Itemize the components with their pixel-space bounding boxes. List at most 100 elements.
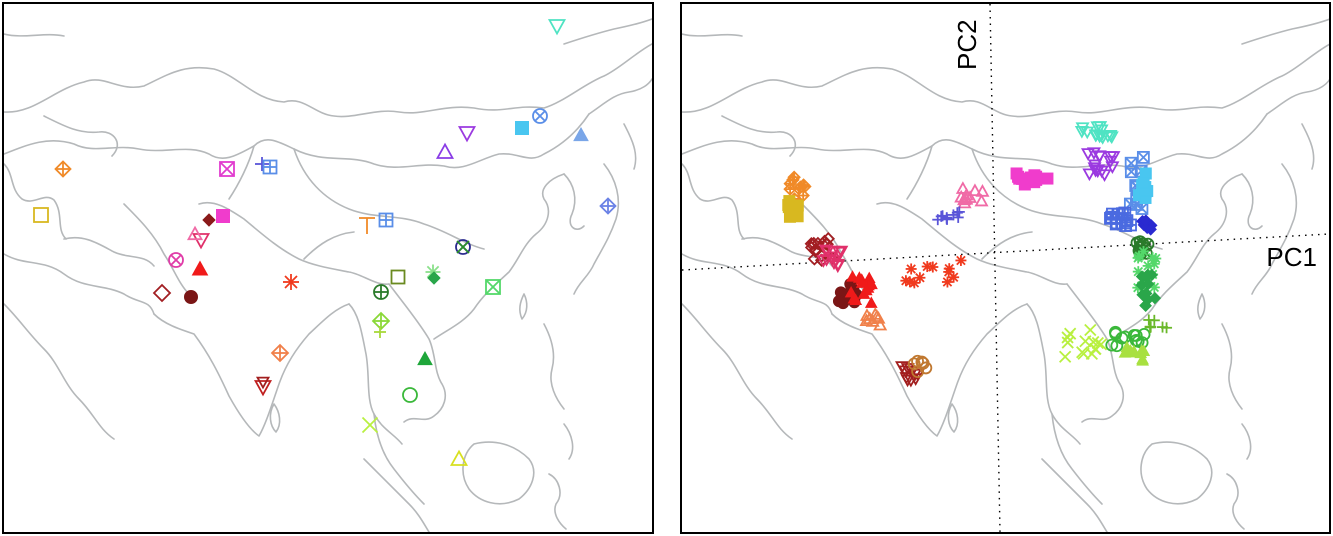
marker-triangle-filled <box>191 260 209 276</box>
coastline <box>373 413 425 505</box>
marker-triangle <box>873 317 888 331</box>
marker-diamond-filled <box>1139 214 1153 227</box>
pc2-axis-label: PC2 <box>952 19 982 70</box>
marker-triangle-down <box>253 380 273 397</box>
coastline <box>623 123 637 170</box>
marker-triangle-down <box>1093 121 1108 134</box>
coastline <box>1066 283 1124 423</box>
marker-triangle <box>959 191 974 205</box>
coastline <box>573 163 620 295</box>
marker-square-x <box>219 161 235 177</box>
marker-triangle-down <box>900 374 915 388</box>
marker-triangle-filled <box>417 350 433 366</box>
marker-x <box>1064 327 1077 340</box>
marker-triangle-down <box>1092 150 1107 164</box>
coastline <box>563 173 585 230</box>
marker-triangle <box>975 184 990 197</box>
marker-triangle <box>974 193 989 207</box>
coastline <box>462 441 535 505</box>
coastline <box>682 33 743 37</box>
coastline <box>293 148 485 250</box>
coastline <box>4 163 67 240</box>
coastline <box>348 303 403 445</box>
marker-triangle-filled <box>847 292 861 304</box>
marker-circle-filled <box>832 295 845 308</box>
coastline <box>1301 123 1315 170</box>
coastline <box>4 253 155 315</box>
marker-square-filled <box>1137 176 1150 189</box>
marker-star <box>941 276 953 288</box>
coastline <box>198 201 390 285</box>
coastline <box>563 423 574 460</box>
coastline <box>876 201 1068 285</box>
coastline <box>4 33 65 37</box>
marker-triangle-down <box>1095 132 1110 145</box>
marker-star <box>283 274 299 290</box>
coastline <box>741 236 833 267</box>
coastline <box>43 115 118 157</box>
marker-circle-filled <box>184 290 198 304</box>
coastline <box>971 113 1268 169</box>
marker-square-x <box>485 279 501 295</box>
marker-triangle-down <box>191 233 211 250</box>
coastline <box>1221 323 1243 410</box>
marker-triangle-down <box>1082 168 1097 182</box>
marker-triangle-down <box>834 245 849 259</box>
coastline <box>543 323 565 410</box>
marker-plus <box>255 157 269 171</box>
marker-square-plus <box>1109 217 1123 231</box>
marker-star <box>1138 246 1150 258</box>
marker-circle-x <box>532 108 548 124</box>
marker-diamond <box>819 237 833 251</box>
marker-triangle-filled <box>1124 344 1137 356</box>
marker-plus <box>953 206 965 218</box>
marker-x <box>456 240 470 254</box>
marker-circle <box>919 361 933 375</box>
marker-x <box>1094 338 1108 351</box>
marker-square-filled <box>515 121 529 135</box>
geographic-map-panel <box>2 2 654 534</box>
marker-star <box>1142 260 1154 272</box>
coastline <box>548 473 567 530</box>
marker-diamond-plus <box>270 343 290 363</box>
marker-star <box>927 261 939 273</box>
marker-square <box>33 207 49 223</box>
marker-triangle <box>859 313 874 326</box>
coastline <box>682 139 973 159</box>
marker-triangle-down <box>1080 148 1096 161</box>
marker-diamond-plus <box>54 160 72 178</box>
coastline <box>563 18 652 45</box>
marker-plus <box>947 209 959 221</box>
coastline <box>1241 18 1329 45</box>
coastline <box>293 113 590 169</box>
marker-triangle-filled <box>1134 346 1148 359</box>
marker-triangle-down <box>1080 126 1095 140</box>
marker-circle <box>907 357 921 371</box>
pc2-axis-line <box>989 4 1001 532</box>
marker-diamond <box>821 231 836 246</box>
marker-square-plus <box>262 159 278 175</box>
marker-triangle-down <box>1104 131 1119 145</box>
coastline <box>906 145 933 200</box>
geographic-map <box>4 18 652 532</box>
marker-diamond-filled <box>1136 288 1149 301</box>
marker-square-filled <box>216 209 230 223</box>
marker-triangle-down <box>819 254 834 267</box>
marker-plus <box>941 213 953 225</box>
coastline <box>269 403 281 433</box>
coastline <box>123 203 190 295</box>
marker-diamond-plus <box>783 182 797 196</box>
individual-markers <box>782 121 1173 388</box>
coastline <box>1026 303 1081 445</box>
marker-triangle <box>868 307 883 320</box>
coastline <box>1197 293 1206 320</box>
marker-star <box>914 272 926 284</box>
marker-diamond <box>152 283 172 303</box>
marker-star <box>948 271 960 283</box>
coastline <box>1111 173 1243 340</box>
coastline <box>682 43 1329 118</box>
marker-diamond-plus <box>787 170 801 185</box>
coastline <box>388 283 446 423</box>
marker-square-plus <box>1118 206 1132 220</box>
coastline <box>682 303 793 440</box>
